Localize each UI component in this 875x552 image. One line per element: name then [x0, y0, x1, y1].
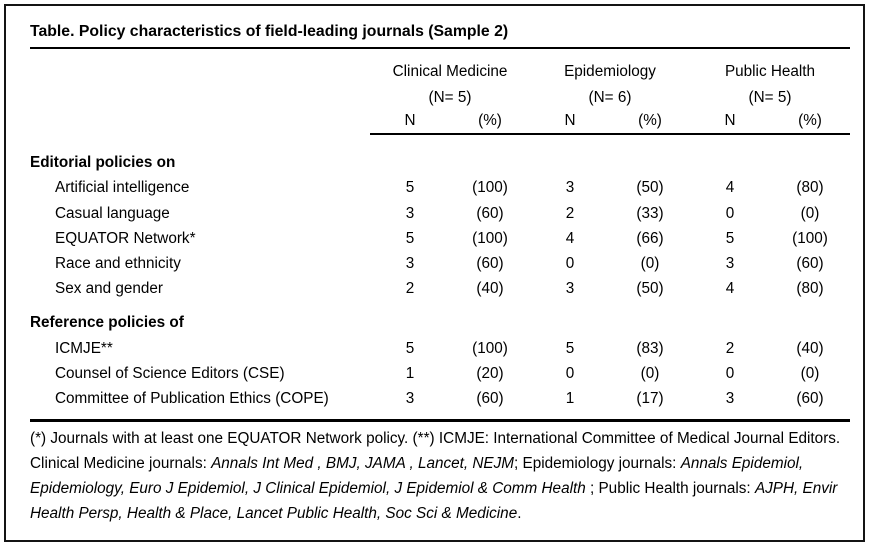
- row-label: Artificial intelligence: [55, 179, 190, 197]
- table-row: Committee of Publication Ethics (COPE) 3…: [30, 383, 850, 408]
- group-size-public-health: (N= 5): [748, 89, 792, 106]
- cell-value: 2: [565, 204, 575, 222]
- cell-value: (80): [796, 179, 824, 197]
- cell-value: 0: [725, 204, 735, 222]
- cell-value: 3: [565, 179, 575, 197]
- cell-value: 4: [725, 179, 735, 197]
- policy-table: Clinical Medicine Epidemiology Public He…: [30, 49, 851, 408]
- cell-value: 3: [405, 204, 415, 222]
- table-row: Sex and gender 2 (40) 3 (50) 4 (80): [30, 273, 850, 298]
- cell-value: 5: [405, 229, 415, 247]
- cell-value: 5: [725, 229, 735, 247]
- cell-value: (40): [796, 339, 824, 357]
- cell-value: (60): [796, 255, 824, 273]
- footnote-segment: (*) Journals with at least one EQUATOR N…: [30, 430, 841, 473]
- subcolumn-header-n: N: [690, 107, 770, 135]
- column-group-epidemiology: Epidemiology: [564, 63, 656, 80]
- row-label: EQUATOR Network*: [55, 229, 196, 247]
- row-label: Counsel of Science Editors (CSE): [55, 365, 285, 383]
- cell-value: (0): [800, 365, 820, 383]
- cell-value: 3: [405, 255, 415, 273]
- table-row: Casual language 3 (60) 2 (33) 0 (0): [30, 197, 850, 222]
- column-group-public-health: Public Health: [724, 63, 816, 80]
- column-group-clinical-medicine: Clinical Medicine: [392, 63, 508, 80]
- section-header-reference: Reference policies of: [30, 298, 850, 332]
- subcolumn-header-pct: (%): [770, 107, 851, 135]
- cell-value: 3: [725, 390, 735, 408]
- spacer-cell: [30, 81, 370, 107]
- spacer-cell: [30, 107, 370, 134]
- cell-value: 3: [565, 280, 575, 298]
- cell-value: (60): [476, 255, 504, 273]
- footnote-segment-journal-names: Annals Epidemiol, Epidemiology, Euro J E…: [30, 455, 804, 498]
- cell-value: (66): [636, 229, 664, 247]
- cell-value: 2: [725, 339, 735, 357]
- cell-value: (0): [800, 204, 820, 222]
- cell-value: 4: [725, 280, 735, 298]
- cell-value: 2: [405, 280, 415, 298]
- cell-value: 4: [565, 229, 575, 247]
- row-label: Sex and gender: [55, 280, 164, 298]
- cell-value: (50): [636, 280, 664, 298]
- subcolumn-header-row: N (%) N (%) N (%): [30, 107, 851, 135]
- row-label: Casual language: [55, 204, 170, 222]
- footnote-segment: ; Public Health journals:: [585, 480, 755, 498]
- cell-value: 1: [565, 390, 575, 408]
- group-size-row: (N= 5) (N= 6) (N= 5): [30, 81, 850, 107]
- footnote: (*) Journals with at least one EQUATOR N…: [30, 426, 848, 526]
- cell-value: 0: [565, 255, 575, 273]
- group-size-epidemiology: (N= 6): [588, 89, 632, 106]
- cell-value: 1: [405, 365, 415, 383]
- cell-value: (20): [476, 365, 504, 383]
- table-row: Artificial intelligence 5 (100) 3 (50) 4…: [30, 172, 850, 197]
- cell-value: (17): [636, 390, 664, 408]
- section-header-editorial: Editorial policies on: [30, 134, 850, 172]
- footnote-segment: .: [517, 505, 522, 523]
- subcolumn-header-n: N: [530, 107, 610, 135]
- row-label: Race and ethnicity: [55, 255, 181, 273]
- cell-value: (60): [476, 390, 504, 408]
- footnote-segment: ; Epidemiology journals:: [514, 455, 681, 473]
- subcolumn-header-pct: (%): [450, 107, 530, 135]
- row-label: Committee of Publication Ethics (COPE): [55, 390, 329, 408]
- table-figure-frame: [4, 4, 865, 542]
- cell-value: (33): [636, 204, 664, 222]
- spacer-cell: [30, 49, 370, 81]
- cell-value: (100): [472, 339, 508, 357]
- table-row: Counsel of Science Editors (CSE) 1 (20) …: [30, 358, 850, 383]
- section-header-label: Editorial policies on: [30, 154, 176, 171]
- cell-value: 0: [565, 365, 575, 383]
- table-row: ICMJE** 5 (100) 5 (83) 2 (40): [30, 332, 850, 357]
- cell-value: (60): [476, 204, 504, 222]
- footnote-segment-journal-names: AJPH, Envir Health Persp, Health & Place…: [30, 480, 838, 523]
- table-title: Table. Policy characteristics of field-l…: [30, 22, 850, 49]
- cell-value: 0: [725, 365, 735, 383]
- cell-value: (0): [640, 365, 660, 383]
- cell-value: (80): [796, 280, 824, 298]
- subcolumn-header-n: N: [370, 107, 450, 135]
- group-size-clinical-medicine: (N= 5): [428, 89, 472, 106]
- cell-value: (40): [476, 280, 504, 298]
- row-label: ICMJE**: [55, 339, 113, 357]
- cell-value: 5: [565, 339, 575, 357]
- cell-value: 5: [405, 339, 415, 357]
- subcolumn-header-pct: (%): [610, 107, 690, 135]
- cell-value: (100): [792, 229, 828, 247]
- footnote-segment-journal-names: Annals Int Med , BMJ, JAMA , Lancet, NEJ…: [211, 455, 515, 473]
- table-row: EQUATOR Network* 5 (100) 4 (66) 5 (100): [30, 223, 850, 248]
- table-row: Race and ethnicity 3 (60) 0 (0) 3 (60): [30, 248, 850, 273]
- table-figure: Table. Policy characteristics of field-l…: [30, 22, 851, 526]
- cell-value: (83): [636, 339, 664, 357]
- cell-value: (60): [796, 390, 824, 408]
- cell-value: (0): [640, 255, 660, 273]
- cell-value: (100): [472, 179, 508, 197]
- cell-value: 5: [405, 179, 415, 197]
- table-bottom-rule: [30, 419, 850, 423]
- cell-value: 3: [725, 255, 735, 273]
- column-group-header-row: Clinical Medicine Epidemiology Public He…: [30, 49, 850, 81]
- cell-value: (100): [472, 229, 508, 247]
- cell-value: 3: [405, 390, 415, 408]
- cell-value: (50): [636, 179, 664, 197]
- section-header-label: Reference policies of: [30, 314, 184, 332]
